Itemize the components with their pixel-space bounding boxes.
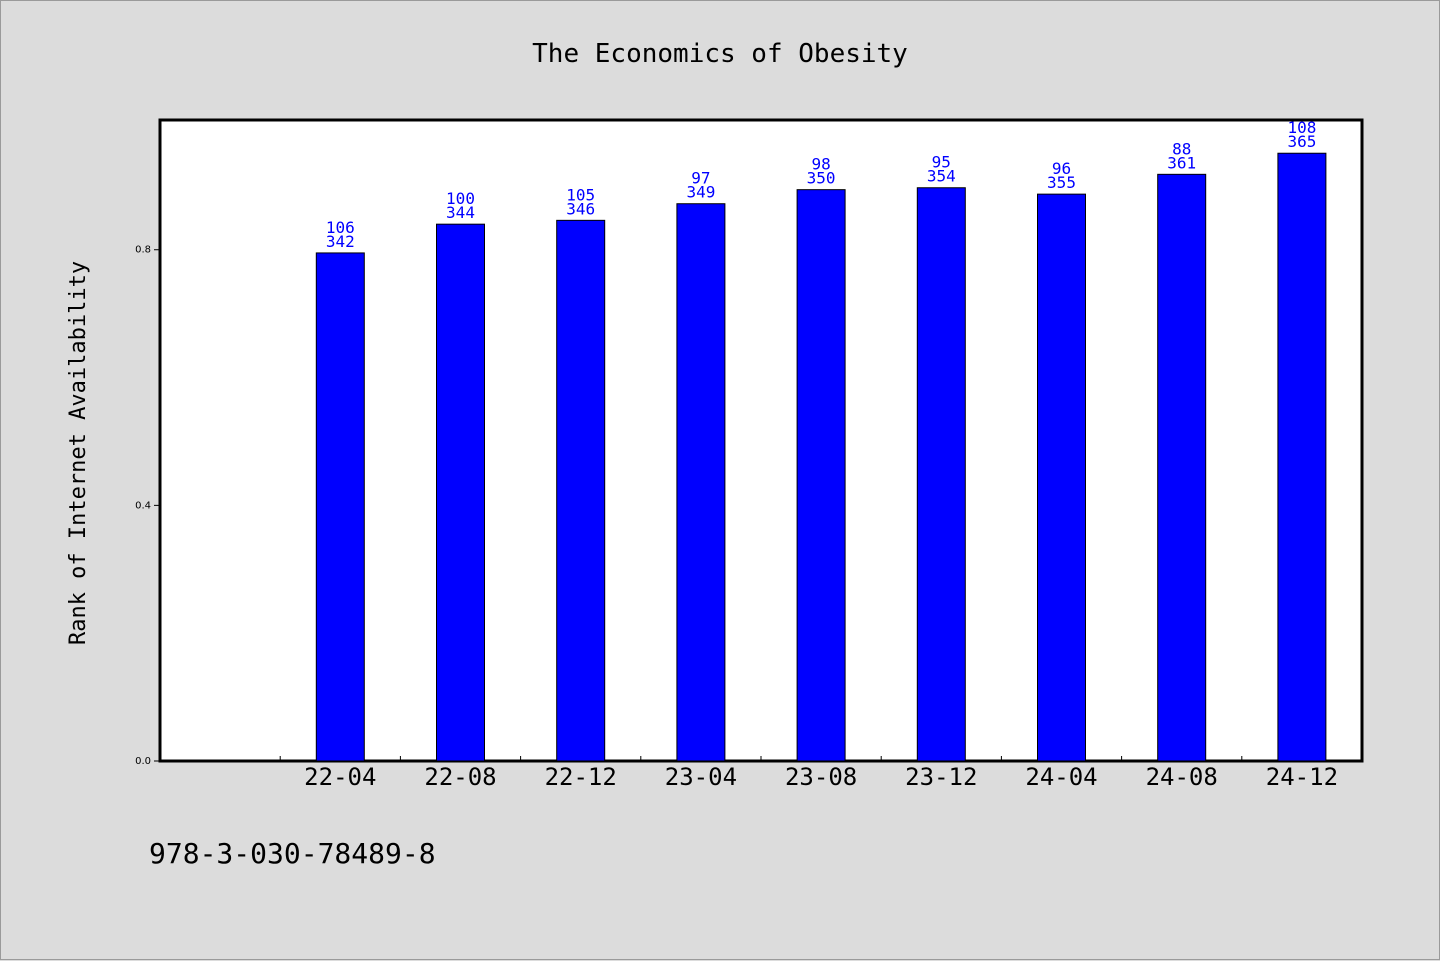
bar-label-bottom: 349 [686,183,715,202]
y-axis-label: Rank of Internet Availability [66,261,91,645]
x-tick-label: 22-12 [545,763,617,791]
bar [796,189,846,762]
y-tick-label: 0.8 [135,245,151,256]
bars-group [315,152,1327,762]
bar-label-bottom: 350 [807,169,836,188]
bar [436,223,485,762]
footer-isbn: 978-3-030-78489-8 [149,837,436,870]
x-tick-label: 24-04 [1025,763,1097,791]
bar-label-top: 98 [811,155,830,174]
bar-label-top: 100 [446,189,475,208]
bar-label-bottom: 342 [326,232,355,251]
bar [676,203,726,762]
bar-label-bottom: 361 [1167,153,1196,172]
bar-label-top: 95 [932,153,951,172]
chart-title: The Economics of Obesity [532,39,908,69]
bar-label-top: 108 [1287,118,1316,137]
bar-label-top: 106 [326,218,355,237]
y-axis-ticks: 0.0 0.4 0.8 [135,245,160,767]
x-axis-ticks: 22-04 22-08 22-12 23-04 23-08 23-12 24-04 24-08… [279,756,1338,791]
bar [916,187,966,762]
bar-label-top: 96 [1052,159,1071,178]
y-tick-label: 0.0 [135,756,151,767]
x-tick-label: 22-08 [424,763,496,791]
bar [1277,152,1327,762]
bar-label-bottom: 354 [927,167,956,186]
bar [1037,193,1086,762]
x-tick-label: 23-12 [905,763,977,791]
y-tick-label: 0.4 [135,500,151,511]
x-tick-label: 22-04 [304,763,376,791]
x-tick-label: 23-08 [785,763,857,791]
x-tick-label: 23-04 [665,763,737,791]
bar-label-bottom: 355 [1047,173,1076,192]
bar-label-top: 105 [566,185,595,204]
bar [315,252,365,762]
bar [556,219,606,762]
x-tick-label: 24-08 [1146,763,1218,791]
bar-label-bottom: 344 [446,203,475,222]
x-tick-label: 24-12 [1266,763,1338,791]
bar-label-bottom: 365 [1287,132,1316,151]
bar-label-top: 97 [691,169,710,188]
bar-label-top: 88 [1172,139,1191,158]
bar [1157,173,1207,762]
bar-label-bottom: 346 [566,199,595,218]
